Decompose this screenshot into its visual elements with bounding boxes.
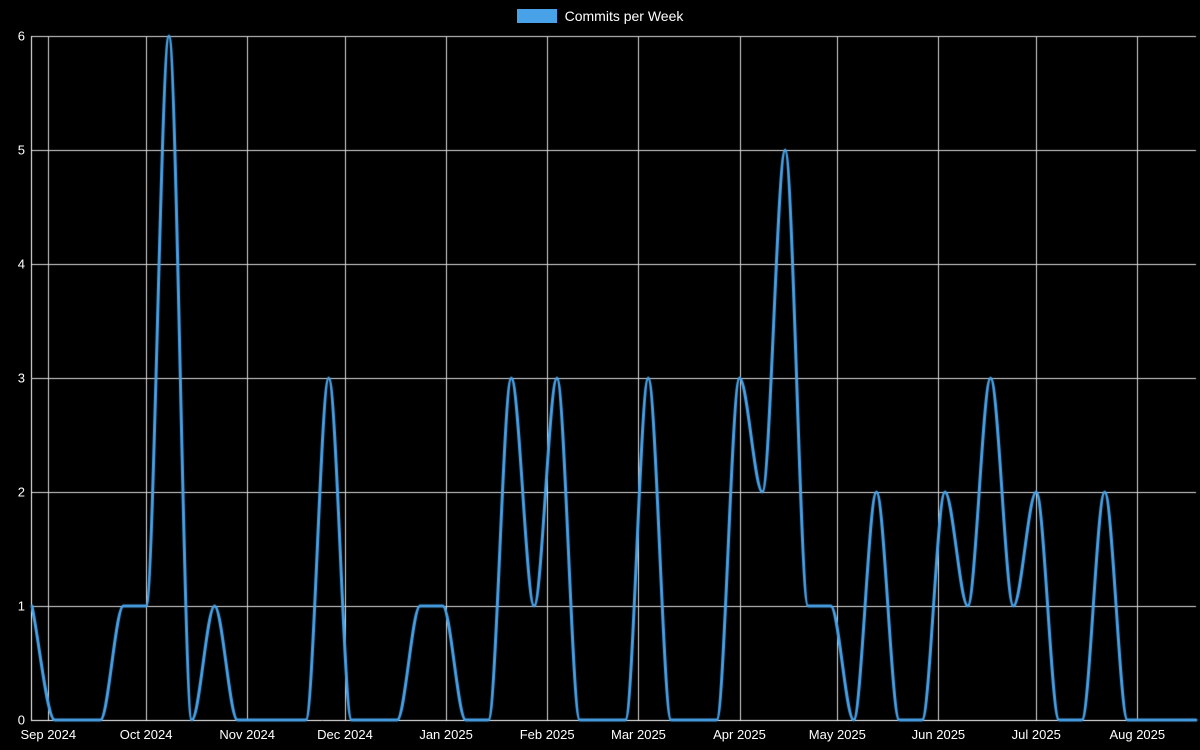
chart-legend: Commits per Week — [0, 8, 1200, 24]
x-axis-tick-label: Nov 2024 — [219, 727, 276, 742]
y-axis-tick-label: 5 — [17, 142, 25, 158]
legend-swatch — [516, 9, 557, 23]
x-axis-tick-label: Feb 2025 — [519, 727, 575, 742]
y-axis-tick-label: 6 — [17, 28, 25, 44]
x-axis-tick-label: Apr 2025 — [713, 727, 766, 742]
y-axis-tick-label: 2 — [17, 484, 25, 500]
y-axis-tick-label: 3 — [17, 370, 25, 386]
x-axis-tick-label: May 2025 — [808, 727, 866, 742]
x-axis-tick-label: Sep 2024 — [20, 727, 77, 742]
x-axis-tick-label: Oct 2024 — [119, 727, 173, 742]
x-axis-tick-label: Jun 2025 — [911, 727, 966, 742]
y-axis: 0 1 2 3 4 5 6 — [0, 0, 25, 750]
x-axis-tick-label: Mar 2025 — [610, 727, 666, 742]
x-axis-tick-label: Dec 2024 — [317, 727, 373, 742]
y-axis-tick-label: 1 — [17, 598, 25, 614]
x-axis: Sep 2024 Oct 2024 Nov 2024 Dec 2024 Jan 2025… — [0, 727, 1200, 747]
x-axis-tick-label: Jul 2025 — [1011, 727, 1061, 742]
y-axis-tick-label: 4 — [17, 256, 25, 272]
x-axis-tick-label: Aug 2025 — [1109, 727, 1166, 742]
y-axis-tick-label: 0 — [17, 712, 25, 728]
legend-item-commits-per-week[interactable]: Commits per Week — [516, 8, 684, 24]
x-axis-tick-label: Jan 2025 — [419, 727, 473, 742]
legend-label: Commits per Week — [564, 8, 684, 24]
